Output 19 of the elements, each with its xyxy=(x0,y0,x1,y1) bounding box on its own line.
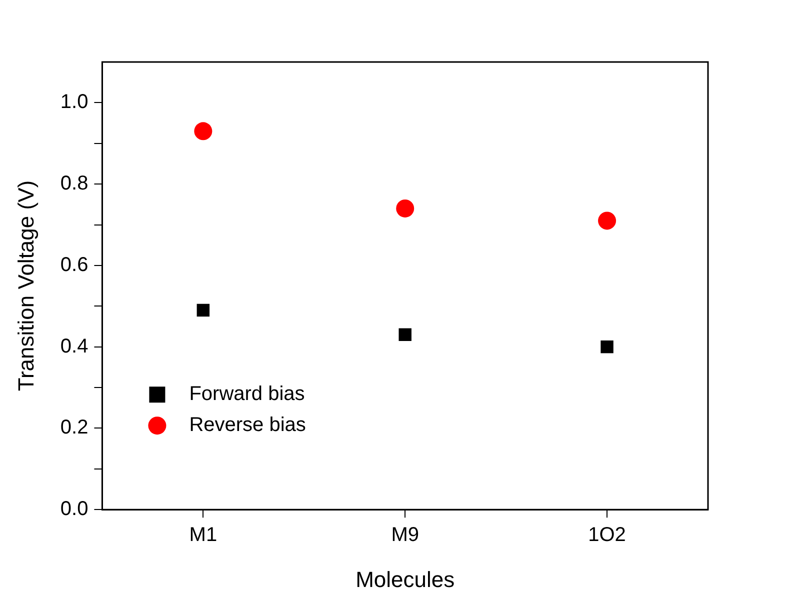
point xyxy=(194,122,212,140)
x-tick-label: 1O2 xyxy=(588,524,626,546)
point xyxy=(598,212,616,230)
x-tick-label: M9 xyxy=(391,524,419,546)
y-tick-label: 0.6 xyxy=(60,254,88,276)
point xyxy=(196,304,210,317)
point xyxy=(396,199,414,218)
x-tick-label: M1 xyxy=(189,524,218,546)
y-tick-label: 0.2 xyxy=(60,416,88,439)
point xyxy=(600,340,614,354)
y-tick-label: 0.4 xyxy=(60,335,88,358)
x-axis-title: Molecules xyxy=(356,566,455,592)
legend-label: Reverse bias xyxy=(189,414,306,436)
y-tick-label: 0.8 xyxy=(60,172,88,195)
legend-label: Forward bias xyxy=(189,383,305,406)
point xyxy=(398,328,412,341)
y-tick-label: 0.0 xyxy=(60,498,88,520)
y-axis-title: Transition Voltage (V) xyxy=(13,180,38,392)
y-tick-label: 1.0 xyxy=(60,91,88,114)
